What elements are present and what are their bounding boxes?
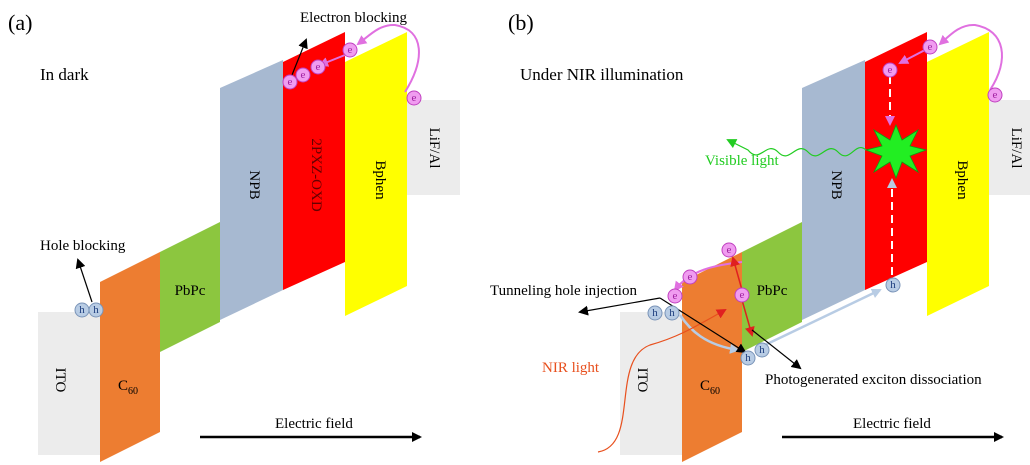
electron [922, 39, 938, 55]
annotation: NIR light [542, 360, 600, 376]
hole [647, 305, 663, 321]
electron [734, 287, 750, 303]
annotation: Electric field [853, 416, 931, 432]
electron [282, 74, 298, 90]
npb-layer [220, 60, 283, 320]
bphen-layer [927, 32, 989, 316]
c60-base: C [118, 378, 128, 394]
electron-label: e [288, 76, 293, 88]
hole [885, 277, 901, 293]
electron [721, 242, 737, 258]
c60-layer [682, 252, 742, 462]
electron [987, 87, 1003, 103]
hole-label: h [93, 304, 99, 316]
hole-label: h [669, 307, 675, 319]
electron-label: e [316, 61, 321, 73]
ito-label: ITO [52, 368, 68, 393]
electron-label: e [348, 44, 353, 56]
hole-label: h [890, 279, 896, 291]
electron-label: e [301, 69, 306, 81]
lif-label: LiF/Al [426, 128, 442, 169]
electron [682, 269, 698, 285]
condition: In dark [40, 65, 89, 84]
annotation: Visible light [705, 153, 780, 169]
pbpc-layer [742, 222, 802, 352]
electron [406, 90, 422, 106]
ito-layer [38, 312, 100, 455]
ito-label: ITO [634, 368, 650, 393]
annotation: Tunneling hole injection [490, 283, 637, 299]
lif-layer [989, 100, 1030, 195]
hole-path [678, 314, 740, 354]
c60-label: C60 [700, 378, 720, 397]
electron-label: e [688, 271, 693, 283]
pbpc-label: PbPc [175, 283, 206, 299]
exciton-path [730, 256, 743, 291]
hole-label: h [79, 304, 85, 316]
hole [754, 342, 770, 358]
hole-path [764, 288, 882, 347]
panel-tag: (b) [508, 10, 534, 35]
annotation: Electron blocking [300, 10, 408, 26]
electron-path [898, 49, 926, 64]
hole-label: h [759, 344, 765, 356]
exciton-path [741, 299, 755, 337]
npb-label: NPB [828, 170, 844, 199]
hole [88, 302, 104, 318]
hole-label: h [745, 352, 751, 364]
electron-label: e [740, 289, 745, 301]
electron-path [938, 23, 1003, 91]
pbpc-layer [160, 222, 220, 352]
bphen-layer [345, 32, 407, 316]
pointer-arrow [578, 297, 661, 316]
visible-light-ray [726, 139, 867, 157]
c60-label: C60 [118, 378, 138, 397]
electron [310, 59, 326, 75]
electron-label: e [993, 89, 998, 101]
hole [664, 305, 680, 321]
condition: Under NIR illumination [520, 65, 684, 84]
nir-ray [597, 309, 727, 453]
electron [342, 42, 358, 58]
electron-label: e [888, 64, 893, 76]
electron [667, 288, 683, 304]
c60-sub: 60 [710, 386, 720, 397]
bphen-label: Bphen [954, 160, 970, 200]
c60-layer [100, 252, 160, 462]
oxd-layer [283, 32, 345, 290]
pbpc-label: PbPc [757, 283, 788, 299]
pointer-arrow [289, 38, 308, 81]
c60-base: C [700, 378, 710, 394]
pointer-arrow [751, 329, 802, 370]
electron-label: e [412, 92, 417, 104]
lif-label: LiF/Al [1008, 128, 1024, 169]
npb-label: NPB [246, 170, 262, 199]
panel-b: ITO C60 PbPc NPB Bphen LiF/Al (b) Under … [490, 10, 1030, 462]
electron [295, 67, 311, 83]
bphen-label: Bphen [372, 160, 388, 200]
oxd-label: 2PXZ-OXD [308, 138, 324, 211]
c60-sub: 60 [128, 386, 138, 397]
electron [882, 62, 898, 78]
hole-label: h [652, 307, 658, 319]
annotation: Electric field [275, 416, 353, 432]
electron-label: e [673, 290, 678, 302]
panel-tag: (a) [8, 10, 32, 35]
electron-label: e [928, 41, 933, 53]
annotation: Photogenerated exciton dissociation [765, 372, 982, 388]
panel-a: ITO C60 PbPc NPB 2PXZ-OXD Bphen LiF/Al (… [8, 10, 460, 462]
lif-layer [407, 100, 460, 195]
npb-layer [802, 60, 865, 320]
annotation: Hole blocking [40, 238, 126, 254]
electron-label: e [727, 244, 732, 256]
pointer-arrow [75, 258, 93, 303]
hole [740, 350, 756, 366]
electron-path [356, 23, 420, 93]
ito-layer [620, 312, 682, 455]
